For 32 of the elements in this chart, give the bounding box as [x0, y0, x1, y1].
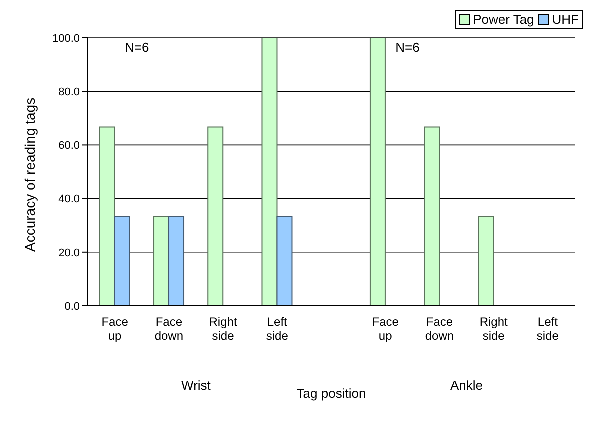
bar	[276, 216, 293, 306]
x-tick-label: Right side	[209, 315, 238, 343]
legend-label: Power Tag	[472, 12, 534, 27]
bar	[99, 126, 116, 306]
y-tick-label: 40.0	[58, 194, 80, 206]
y-tick-label: 20.0	[58, 247, 80, 260]
bar	[168, 216, 185, 306]
bar	[114, 216, 130, 306]
x-tick-label: Right side	[480, 315, 509, 343]
annotation: N=6	[125, 40, 150, 55]
y-tick-label: 0.0	[64, 300, 80, 313]
bar	[424, 126, 440, 306]
x-tick-label: Face down	[154, 315, 184, 343]
bar	[262, 38, 278, 306]
x-axis-title: Tag position	[296, 386, 366, 401]
bar	[370, 38, 386, 306]
y-axis-title: Accuracy of reading tags	[22, 98, 38, 252]
y-tick-label: 80.0	[58, 86, 80, 99]
x-tick-label: Face up	[372, 315, 400, 343]
y-tick-label: 60.0	[58, 140, 80, 152]
bar	[478, 216, 494, 306]
x-tick-label: Left side	[266, 315, 289, 343]
text: Ankle	[450, 378, 484, 393]
x-tick-label: Face down	[425, 315, 454, 343]
bar	[208, 126, 224, 306]
annotation: N=6	[396, 40, 420, 55]
bar	[154, 216, 170, 306]
text: Wrist	[182, 378, 212, 393]
legend-label: UHF	[551, 12, 579, 27]
x-tick-label: Face up	[102, 315, 129, 343]
y-tick-label: 100.0	[52, 32, 80, 45]
x-tick-label: Left side	[536, 315, 560, 343]
